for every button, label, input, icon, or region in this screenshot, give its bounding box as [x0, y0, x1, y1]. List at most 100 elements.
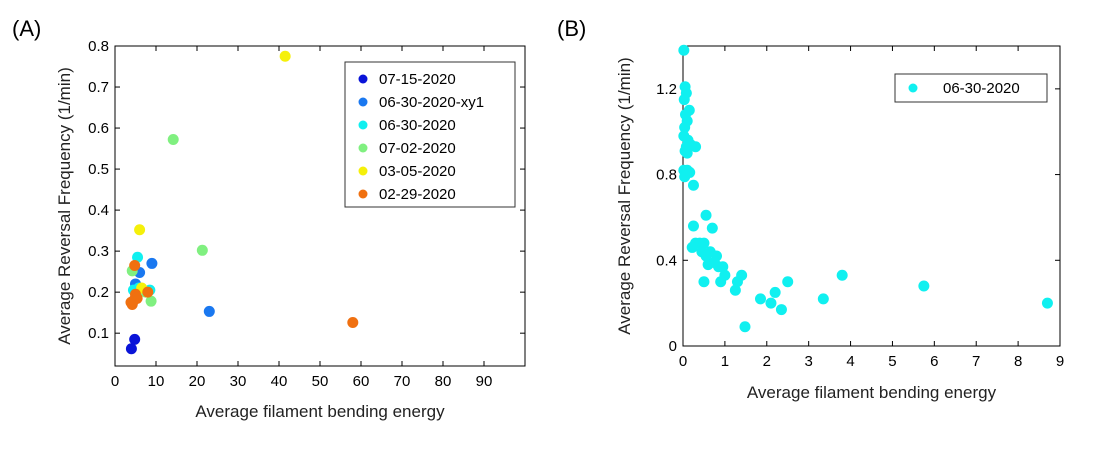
panel-b-point-06-30-2020: [729, 284, 741, 296]
panel-a-point-02-29-2020: [125, 296, 137, 308]
panel-b-xtick-label: 5: [888, 353, 896, 370]
panel-a-point-07-02-2020: [145, 295, 157, 307]
panel-b-point-06-30-2020: [731, 276, 743, 288]
panel-a-point-06-30-2020-xy1: [203, 305, 215, 317]
panel-a-xtick-label: 20: [189, 373, 206, 390]
panel-b-point-06-30-2020: [684, 166, 696, 178]
panel-b-label: (B): [557, 16, 586, 41]
panel-a-legend-entry: 06-30-2020: [379, 117, 456, 134]
panel-b-point-06-30-2020: [836, 269, 848, 281]
panel-a-legend-entry: 07-02-2020: [379, 140, 456, 157]
panel-b-point-06-30-2020: [1041, 297, 1053, 309]
panel-b-point-06-30-2020: [817, 293, 829, 305]
panel-a-legend-entry: 06-30-2020-xy1: [379, 94, 484, 111]
panel-a-ytick-label: 0.2: [88, 284, 109, 301]
panel-b-legend-entry: 06-30-2020: [943, 80, 1020, 97]
panel-a-point-02-29-2020: [347, 317, 359, 329]
panel-a-legend-marker: [358, 166, 368, 176]
panel-a-label: (A): [12, 16, 41, 41]
panel-a-xtick-label: 60: [353, 373, 370, 390]
panel-a-point-07-02-2020: [167, 134, 179, 146]
panel-a-point-07-15-2020: [129, 333, 141, 345]
panel-a-point-02-29-2020: [142, 286, 154, 298]
panel-a-xtick-label: 40: [271, 373, 288, 390]
panel-a-xtick-label: 70: [394, 373, 411, 390]
panel-b-point-06-30-2020: [681, 147, 693, 159]
panel-b-point-06-30-2020: [687, 220, 699, 232]
panel-b-point-06-30-2020: [698, 237, 710, 249]
panel-a-ytick-label: 0.4: [88, 202, 109, 219]
panel-a-xtick-label: 50: [312, 373, 329, 390]
panel-a-legend-box: [344, 61, 516, 208]
panel-b-legend-box: [894, 73, 1048, 103]
panel-b-ytick-label: 1.2: [656, 81, 677, 98]
panel-b-xtick-label: 9: [1056, 353, 1064, 370]
panel-b-xtick-label: 2: [763, 353, 771, 370]
panel-a-point-03-05-2020: [279, 50, 291, 62]
panel-b-point-06-30-2020: [687, 179, 699, 191]
panel-a-point-07-15-2020: [125, 343, 137, 355]
panel-b-point-06-30-2020: [700, 209, 712, 221]
panel-a-point-03-05-2020: [134, 224, 146, 236]
panel-a-point-06-30-2020-xy1: [146, 257, 158, 269]
panel-b-point-06-30-2020: [706, 222, 718, 234]
panel-a-xtick-label: 30: [230, 373, 247, 390]
panel-b-point-06-30-2020: [754, 293, 766, 305]
panel-a-legend-marker: [358, 74, 368, 84]
panel-a-legend-marker: [358, 120, 368, 130]
panel-a-xtick-label: 90: [476, 373, 493, 390]
panel-b-point-06-30-2020: [717, 261, 729, 273]
panel-a-legend-marker: [358, 189, 368, 199]
panel-a-ytick-label: 0.7: [88, 79, 109, 96]
panel-b-point-06-30-2020: [715, 276, 727, 288]
panel-a-ytick-label: 0.5: [88, 161, 109, 178]
panel-b-xtick-label: 8: [1014, 353, 1022, 370]
panel-b-point-06-30-2020: [686, 241, 698, 253]
panel-b-point-06-30-2020: [918, 280, 930, 292]
panel-b-xtick-label: 6: [930, 353, 938, 370]
panel-b: (B) 0 1 2 3 4 5 6 7 8 9 0 0.4 0.8 1.2 Average filament …: [557, 16, 1064, 402]
panel-b-xtick-label: 1: [721, 353, 729, 370]
panel-b-xtick-label: 7: [972, 353, 980, 370]
panel-b-point-06-30-2020: [769, 286, 781, 298]
panel-a-xlabel: Average filament bending energy: [195, 402, 445, 421]
panel-b-point-06-30-2020: [698, 276, 710, 288]
panel-b-point-06-30-2020: [765, 297, 777, 309]
panel-b-point-06-30-2020: [782, 276, 794, 288]
panel-a-legend-marker: [358, 143, 368, 153]
panel-b-ytick-label: 0: [669, 338, 677, 355]
panel-b-point-06-30-2020: [690, 141, 702, 153]
panel-a-ytick-label: 0.3: [88, 243, 109, 260]
panel-b-point-06-30-2020: [739, 321, 751, 333]
panel-b-xtick-label: 3: [804, 353, 812, 370]
panel-a-point-07-02-2020: [196, 244, 208, 256]
panel-a-legend-entry: 02-29-2020: [379, 186, 456, 203]
panel-b-xtick-label: 4: [846, 353, 854, 370]
panel-a-ytick-label: 0.6: [88, 120, 109, 137]
panel-b-point-06-30-2020: [679, 121, 691, 133]
panel-a-xtick-label: 80: [435, 373, 452, 390]
panel-b-legend: 06-30-2020: [894, 73, 1048, 103]
panel-a-point-02-29-2020: [129, 259, 141, 271]
panel-a-xtick-label: 10: [148, 373, 165, 390]
panel-a-xtick-label: 0: [111, 373, 119, 390]
panel-b-point-06-30-2020: [678, 44, 690, 56]
panel-a-legend-marker: [358, 97, 368, 107]
panel-b-axes-frame: [682, 45, 1061, 347]
panel-b-point-06-30-2020: [678, 94, 690, 106]
panel-a-legend: 07-15-2020 06-30-2020-xy1 06-30-2020 07-02-…: [344, 61, 516, 208]
panel-a: (A) 0 10 20 30 40 50 60 70 80 90 0.1 0.2 0.3 0.4 0.5 0.6…: [12, 16, 526, 421]
panel-b-ytick-label: 0.4: [656, 252, 677, 269]
panel-b-point-06-30-2020: [775, 304, 787, 316]
panel-b-legend-marker: [908, 83, 918, 93]
panel-a-legend-entry: 03-05-2020: [379, 163, 456, 180]
panel-a-ytick-label: 0.1: [88, 325, 109, 342]
panel-b-xlabel: Average filament bending energy: [747, 383, 997, 402]
panel-b-ylabel: Average Reversal Frequency (1/min): [615, 57, 634, 334]
panel-a-legend-entry: 07-15-2020: [379, 71, 456, 88]
panel-b-ytick-label: 0.8: [656, 167, 677, 184]
panel-b-xtick-label: 0: [679, 353, 687, 370]
panel-a-ylabel: Average Reversal Frequency (1/min): [55, 67, 74, 344]
panel-a-ytick-label: 0.8: [88, 38, 109, 55]
